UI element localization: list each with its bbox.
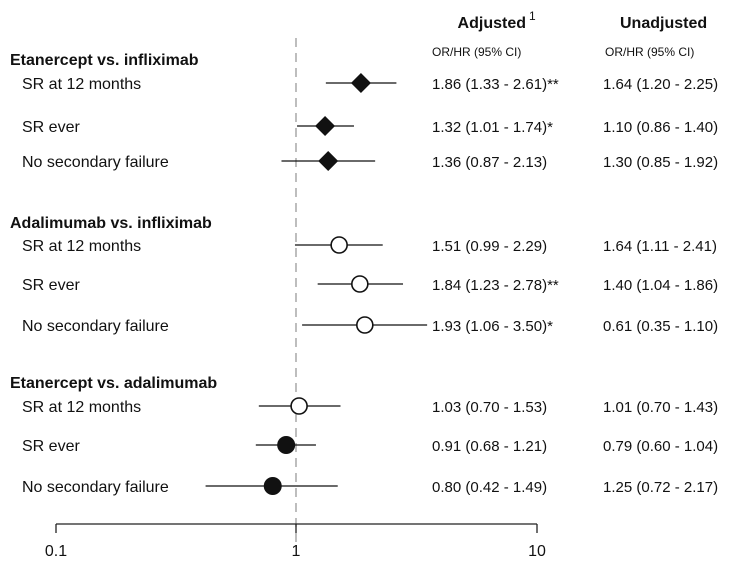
row-label: SR ever	[22, 119, 80, 136]
adjusted-value: 1.32 (1.01 - 1.74)*	[432, 119, 553, 136]
point-estimate-diamond	[350, 73, 371, 93]
x-tick-label: 0.1	[45, 543, 67, 560]
unadjusted-value: 1.64 (1.11 - 2.41)	[603, 238, 717, 255]
adjusted-value: 1.51 (0.99 - 2.29)	[432, 238, 547, 255]
point-estimate-diamond	[315, 116, 336, 136]
group-title: Etanercept vs. adalimumab	[10, 375, 217, 392]
point-estimate-open-circle	[356, 316, 374, 334]
header-unadjusted: Unadjusted	[620, 15, 707, 32]
point-estimate-open-circle	[330, 236, 348, 254]
unadjusted-value: 1.40 (1.04 - 1.86)	[603, 277, 718, 294]
unadjusted-value: 0.61 (0.35 - 1.10)	[603, 318, 718, 335]
row-label: SR ever	[22, 277, 80, 294]
x-tick-label: 1	[292, 543, 301, 560]
header-adjusted-sub: OR/HR (95% CI)	[432, 45, 521, 59]
adjusted-value: 1.84 (1.23 - 2.78)**	[432, 277, 559, 294]
header-adjusted-superscript: 1	[529, 9, 536, 23]
row-label: SR at 12 months	[22, 238, 141, 255]
header-adjusted: Adjusted	[458, 15, 526, 32]
unadjusted-value: 1.01 (0.70 - 1.43)	[603, 399, 718, 416]
adjusted-value: 1.86 (1.33 - 2.61)**	[432, 76, 559, 93]
row-label: SR ever	[22, 438, 80, 455]
unadjusted-value: 1.30 (0.85 - 1.92)	[603, 154, 718, 171]
point-estimate-open-circle	[290, 397, 308, 415]
header-unadjusted-sub: OR/HR (95% CI)	[605, 45, 694, 59]
point-estimate-filled-circle	[277, 436, 296, 454]
row-label: SR at 12 months	[22, 76, 141, 93]
adjusted-value: 0.80 (0.42 - 1.49)	[432, 479, 547, 496]
rows-layer: Etanercept vs. infliximab SR at 12 months…	[10, 52, 718, 496]
row-label: No secondary failure	[22, 318, 169, 335]
row-label: SR at 12 months	[22, 399, 141, 416]
row-label: No secondary failure	[22, 479, 169, 496]
group-title: Adalimumab vs. infliximab	[10, 215, 212, 232]
x-tick-label: 10	[528, 543, 546, 560]
group-title: Etanercept vs. infliximab	[10, 52, 199, 69]
adjusted-value: 1.03 (0.70 - 1.53)	[432, 399, 547, 416]
point-estimate-diamond	[318, 151, 339, 171]
unadjusted-value: 1.25 (0.72 - 2.17)	[603, 479, 718, 496]
unadjusted-value: 1.64 (1.20 - 2.25)	[603, 76, 718, 93]
adjusted-value: 1.36 (0.87 - 2.13)	[432, 154, 547, 171]
point-estimate-open-circle	[351, 275, 369, 293]
unadjusted-value: 1.10 (0.86 - 1.40)	[603, 119, 718, 136]
x-axis: 0.1 1 10	[45, 523, 546, 560]
adjusted-value: 1.93 (1.06 - 3.50)*	[432, 318, 553, 335]
point-estimate-filled-circle	[263, 477, 282, 495]
unadjusted-value: 0.79 (0.60 - 1.04)	[603, 438, 718, 455]
adjusted-value: 0.91 (0.68 - 1.21)	[432, 438, 547, 455]
row-label: No secondary failure	[22, 154, 169, 171]
